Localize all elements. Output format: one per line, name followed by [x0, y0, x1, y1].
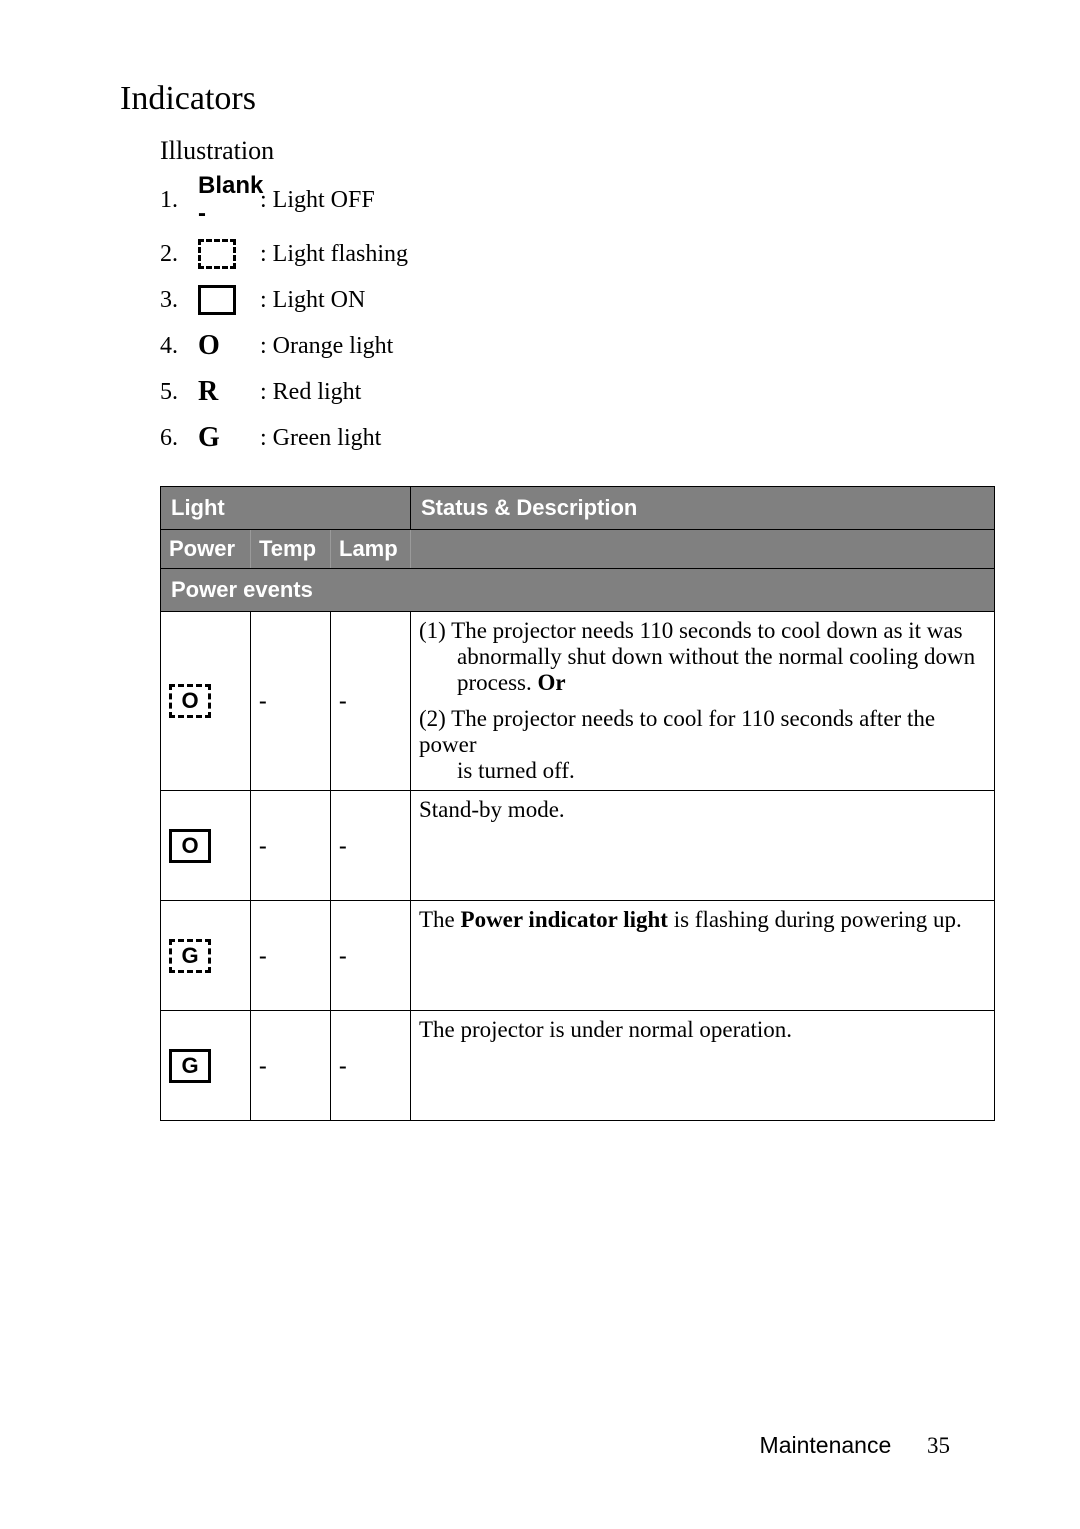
- page-footer: Maintenance 35: [760, 1432, 950, 1459]
- lamp-cell: -: [331, 612, 411, 791]
- temp-cell: -: [251, 612, 331, 791]
- footer-section-label: Maintenance: [760, 1432, 892, 1458]
- indicator-green-flash-icon: G: [169, 939, 211, 973]
- legend-text: : Green light: [260, 425, 381, 452]
- illustration-label: Illustration: [160, 136, 960, 166]
- desc-cell: (1) The projector needs 110 seconds to c…: [411, 612, 995, 791]
- temp-cell: -: [251, 1011, 331, 1121]
- power-cell: G: [161, 901, 251, 1011]
- flash-symbol: [198, 239, 260, 269]
- subheader-desc-empty: [411, 530, 995, 569]
- indicator-orange-flash-icon: O: [169, 684, 211, 718]
- on-symbol: [198, 285, 260, 315]
- legend-list: 1. Blank - : Light OFF 2. : Light flashi…: [160, 172, 960, 458]
- legend-text: : Light ON: [260, 287, 365, 314]
- legend-item: 5. R : Red light: [160, 372, 960, 412]
- blank-symbol: Blank -: [198, 172, 260, 228]
- desc-line: Stand-by mode.: [419, 797, 986, 823]
- illustration-block: Illustration 1. Blank - : Light OFF 2. :…: [160, 136, 960, 1121]
- section-power-events: Power events: [161, 569, 995, 612]
- legend-num: 1.: [160, 187, 198, 214]
- table-row: O - - (1) The projector needs 110 second…: [161, 612, 995, 791]
- legend-text: : Red light: [260, 379, 361, 406]
- legend-item: 2. : Light flashing: [160, 234, 960, 274]
- legend-num: 3.: [160, 287, 198, 314]
- desc-cell: Stand-by mode.: [411, 791, 995, 901]
- indicator-orange-on-icon: O: [169, 829, 211, 863]
- desc-line: The Power indicator light is flashing du…: [419, 907, 986, 933]
- power-cell: O: [161, 791, 251, 901]
- desc-line: is turned off.: [419, 758, 986, 784]
- legend-item: 3. : Light ON: [160, 280, 960, 320]
- table-subheader-row: Power Temp Lamp: [161, 530, 995, 569]
- flash-box-icon: [198, 239, 236, 269]
- desc-cell: The Power indicator light is flashing du…: [411, 901, 995, 1011]
- table-row: G - - The Power indicator light is flash…: [161, 901, 995, 1011]
- desc-line: (1) The projector needs 110 seconds to c…: [419, 618, 986, 644]
- legend-text: : Light OFF: [260, 187, 375, 214]
- table-section-row: Power events: [161, 569, 995, 612]
- indicator-green-on-icon: G: [169, 1049, 211, 1083]
- temp-cell: -: [251, 901, 331, 1011]
- footer-page-number: 35: [927, 1433, 950, 1458]
- desc-line: abnormally shut down without the normal …: [419, 644, 986, 670]
- table-row: G - - The projector is under normal oper…: [161, 1011, 995, 1121]
- legend-item: 4. O : Orange light: [160, 326, 960, 366]
- desc-line: (2) The projector needs to cool for 110 …: [419, 706, 986, 758]
- power-cell: O: [161, 612, 251, 791]
- legend-num: 5.: [160, 379, 198, 406]
- on-box-icon: [198, 285, 236, 315]
- desc-line: The projector is under normal operation.: [419, 1017, 986, 1043]
- section-title: Indicators: [120, 80, 960, 118]
- legend-num: 4.: [160, 333, 198, 360]
- subheader-power: Power: [161, 530, 251, 569]
- legend-item: 1. Blank - : Light OFF: [160, 172, 960, 228]
- header-light: Light: [161, 487, 411, 530]
- power-cell: G: [161, 1011, 251, 1121]
- subheader-temp: Temp: [251, 530, 331, 569]
- lamp-cell: -: [331, 901, 411, 1011]
- letter-symbol: G: [198, 422, 260, 454]
- lamp-cell: -: [331, 791, 411, 901]
- temp-cell: -: [251, 791, 331, 901]
- table-row: O - - Stand-by mode.: [161, 791, 995, 901]
- header-status: Status & Description: [411, 487, 995, 530]
- legend-num: 2.: [160, 241, 198, 268]
- legend-text: : Light flashing: [260, 241, 408, 268]
- legend-text: : Orange light: [260, 333, 393, 360]
- lamp-cell: -: [331, 1011, 411, 1121]
- desc-line: process. Or: [419, 670, 986, 696]
- table-header-row: Light Status & Description: [161, 487, 995, 530]
- status-table: Light Status & Description Power Temp La…: [160, 486, 995, 1121]
- subheader-lamp: Lamp: [331, 530, 411, 569]
- desc-cell: The projector is under normal operation.: [411, 1011, 995, 1121]
- legend-item: 6. G : Green light: [160, 418, 960, 458]
- letter-symbol: R: [198, 376, 260, 408]
- legend-num: 6.: [160, 425, 198, 452]
- letter-symbol: O: [198, 330, 260, 362]
